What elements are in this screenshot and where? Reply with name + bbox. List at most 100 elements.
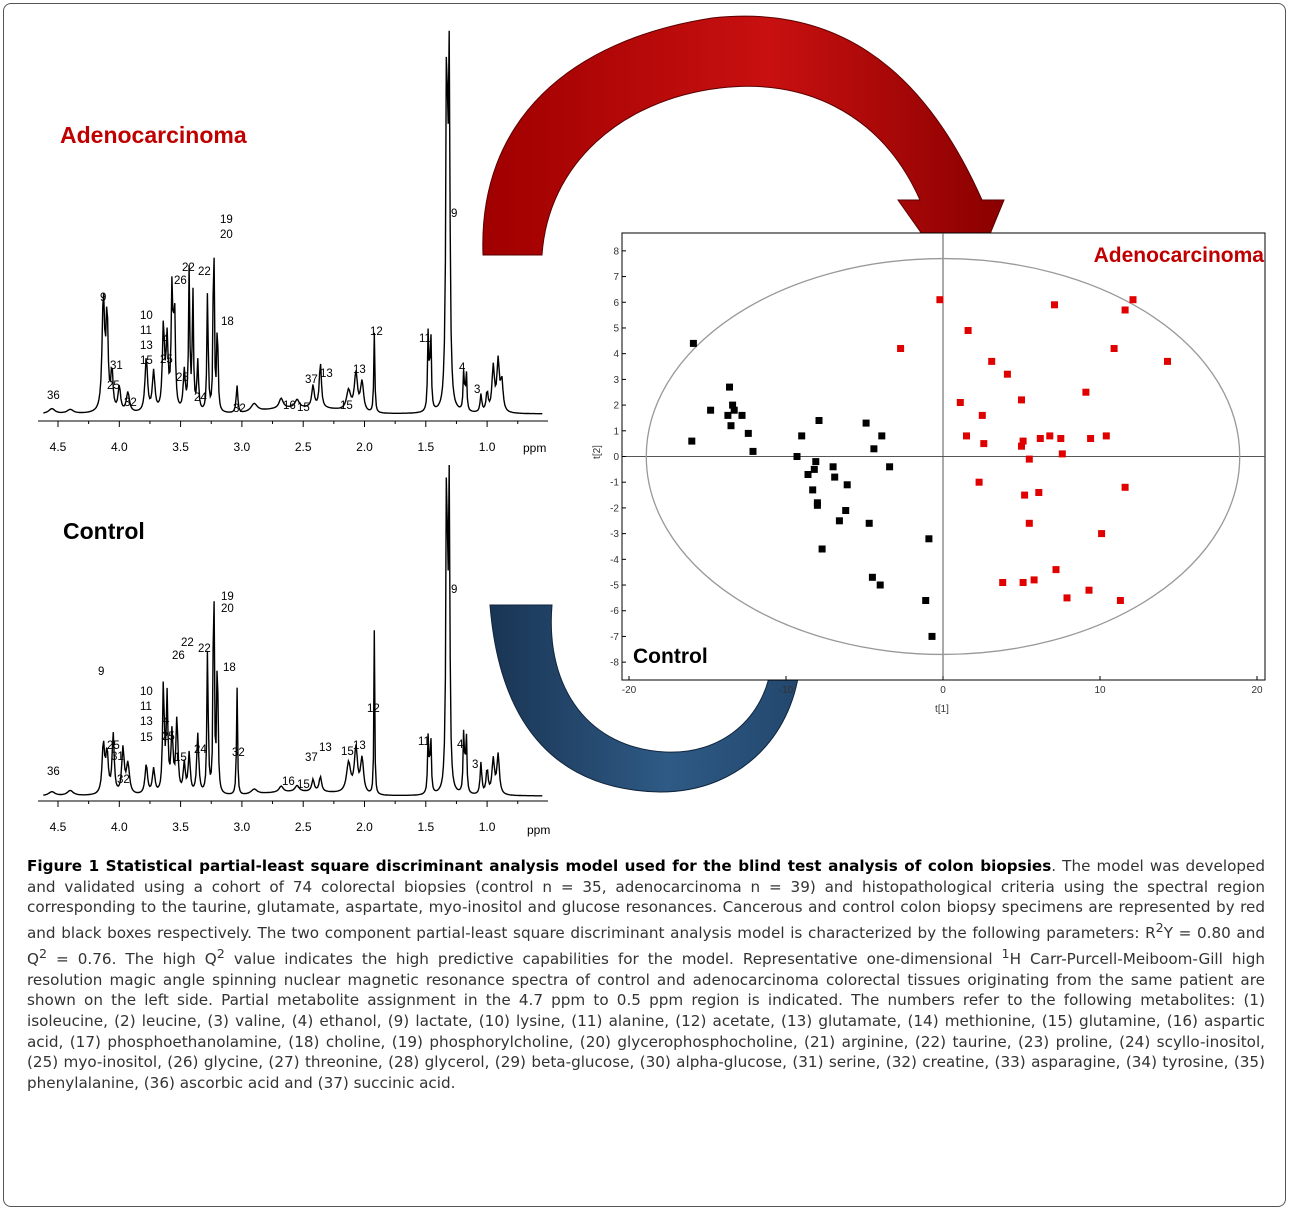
control-point <box>831 473 839 481</box>
adenocarcinoma-point <box>964 327 972 334</box>
peak-label: 16 <box>282 776 295 788</box>
peak-label: 19 <box>220 214 233 226</box>
peak-label: 13 <box>320 368 333 380</box>
spectrum-control: Control 4.5 4.0 3.5 3.0 2.5 2.0 1.5 1.0 3693125… <box>38 464 550 837</box>
adenocarcinoma-point <box>1116 597 1124 604</box>
adenocarcinoma-point <box>1025 455 1033 463</box>
adenocarcinoma-point <box>980 440 988 448</box>
adenocarcinoma-point <box>936 296 944 304</box>
figure-frame <box>3 3 1286 1207</box>
peak-label: 24 <box>194 744 207 756</box>
control-point <box>730 406 738 414</box>
y-tick-label: -8 <box>610 658 619 669</box>
control-point <box>688 437 696 445</box>
y-tick-label: 3 <box>613 375 619 386</box>
peak-label: 32 <box>117 774 130 786</box>
adenocarcinoma-point <box>1110 345 1118 352</box>
peak-label: 15 <box>340 400 353 412</box>
peak-label: 25 <box>162 731 175 743</box>
peak-label: 15 <box>297 402 310 414</box>
control-point <box>922 597 930 604</box>
control-point <box>818 545 826 553</box>
peak-label: 25 <box>107 740 120 752</box>
y-tick-label: 4 <box>613 349 619 360</box>
peak-label: 12 <box>370 326 383 338</box>
control-point <box>876 581 884 589</box>
control-point <box>726 383 733 391</box>
peak-label: 32 <box>124 397 137 409</box>
peak-label: 4 <box>162 334 169 346</box>
peak-label: 9 <box>100 292 106 304</box>
control-point <box>810 465 818 473</box>
control-point <box>843 481 851 489</box>
y-tick-label: 7 <box>613 272 619 283</box>
figure-caption: Figure 1 Statistical partial-least squar… <box>27 856 1265 1094</box>
caption-text-3: = 0.76. The high Q <box>47 949 217 968</box>
control-point <box>868 573 876 581</box>
control-point <box>809 486 817 494</box>
adenocarcinoma-point <box>1018 442 1025 450</box>
peak-label: 11 <box>140 701 152 713</box>
adenocarcinoma-point <box>1018 396 1025 404</box>
adenocarcinoma-point <box>897 345 905 352</box>
ppm-tick-label: 2.5 <box>295 820 312 834</box>
spectrum-title-control: Control <box>63 518 145 544</box>
y-tick-label: -6 <box>610 606 619 617</box>
control-point <box>865 519 873 527</box>
ppm-tick-label: 3.5 <box>172 820 189 834</box>
adenocarcinoma-point <box>1121 483 1129 491</box>
control-point <box>878 432 886 440</box>
adenocarcinoma-point <box>1085 586 1093 594</box>
adenocarcinoma-point <box>1164 357 1171 365</box>
x-tick-label: -20 <box>622 685 637 696</box>
adenocarcinoma-point <box>1025 519 1033 527</box>
y-tick-label: 5 <box>613 323 619 334</box>
peak-label: 32 <box>233 403 246 415</box>
peak-label: 25 <box>107 380 120 392</box>
peak-label: 13 <box>140 340 153 352</box>
peak-label: 31 <box>110 360 123 372</box>
ppm-tick-label: 3.0 <box>234 440 251 454</box>
ppm-tick-label: 4.0 <box>111 440 128 454</box>
peak-label: 15 <box>140 355 153 367</box>
caption-sup-3: 2 <box>216 945 225 961</box>
peak-label: 22 <box>182 262 195 274</box>
ppm-tick-label: 1.0 <box>479 440 496 454</box>
peak-label: 10 <box>140 310 153 322</box>
peak-label: 3 <box>474 384 480 396</box>
adenocarcinoma-point <box>1051 301 1058 309</box>
ppm-tick-label: 2.0 <box>356 820 373 834</box>
adenocarcinoma-point <box>1057 435 1065 442</box>
x-tick-label: -10 <box>779 685 794 696</box>
ppm-tick-label: 3.0 <box>234 820 251 834</box>
control-point <box>689 339 697 347</box>
adenocarcinoma-point <box>1129 296 1137 304</box>
peak-label: 9 <box>98 666 104 678</box>
adenocarcinoma-point <box>999 579 1007 586</box>
adenocarcinoma-point <box>1063 594 1071 602</box>
adenocarcinoma-point <box>1098 530 1106 538</box>
peak-label: 26 <box>174 275 187 287</box>
x-tick-label: 20 <box>1251 685 1263 696</box>
control-point <box>729 401 737 409</box>
peak-label: 22 <box>181 637 194 649</box>
caption-text-1: . The model was developed and validated … <box>27 857 1265 943</box>
peak-label: 37 <box>305 752 318 764</box>
peak-label: 3 <box>472 759 478 771</box>
adenocarcinoma-point <box>1030 576 1038 584</box>
y-tick-label: 6 <box>613 298 619 309</box>
caption-sup-4: 1 <box>1001 945 1010 961</box>
adenocarcinoma-point <box>1058 450 1066 458</box>
adenocarcinoma-point <box>1052 566 1060 574</box>
y-tick-label: 2 <box>613 401 619 412</box>
caption-sup-1: 2 <box>1155 920 1164 936</box>
ppm-tick-label: 4.5 <box>50 440 67 454</box>
adenocarcinoma-point <box>1019 579 1027 586</box>
x-tick-label: 10 <box>1094 685 1106 696</box>
adenocarcinoma-point <box>978 411 986 419</box>
y-tick-label: -2 <box>610 503 619 514</box>
peak-label: 15 <box>174 752 187 764</box>
control-point <box>793 453 801 460</box>
control-point <box>862 419 870 427</box>
